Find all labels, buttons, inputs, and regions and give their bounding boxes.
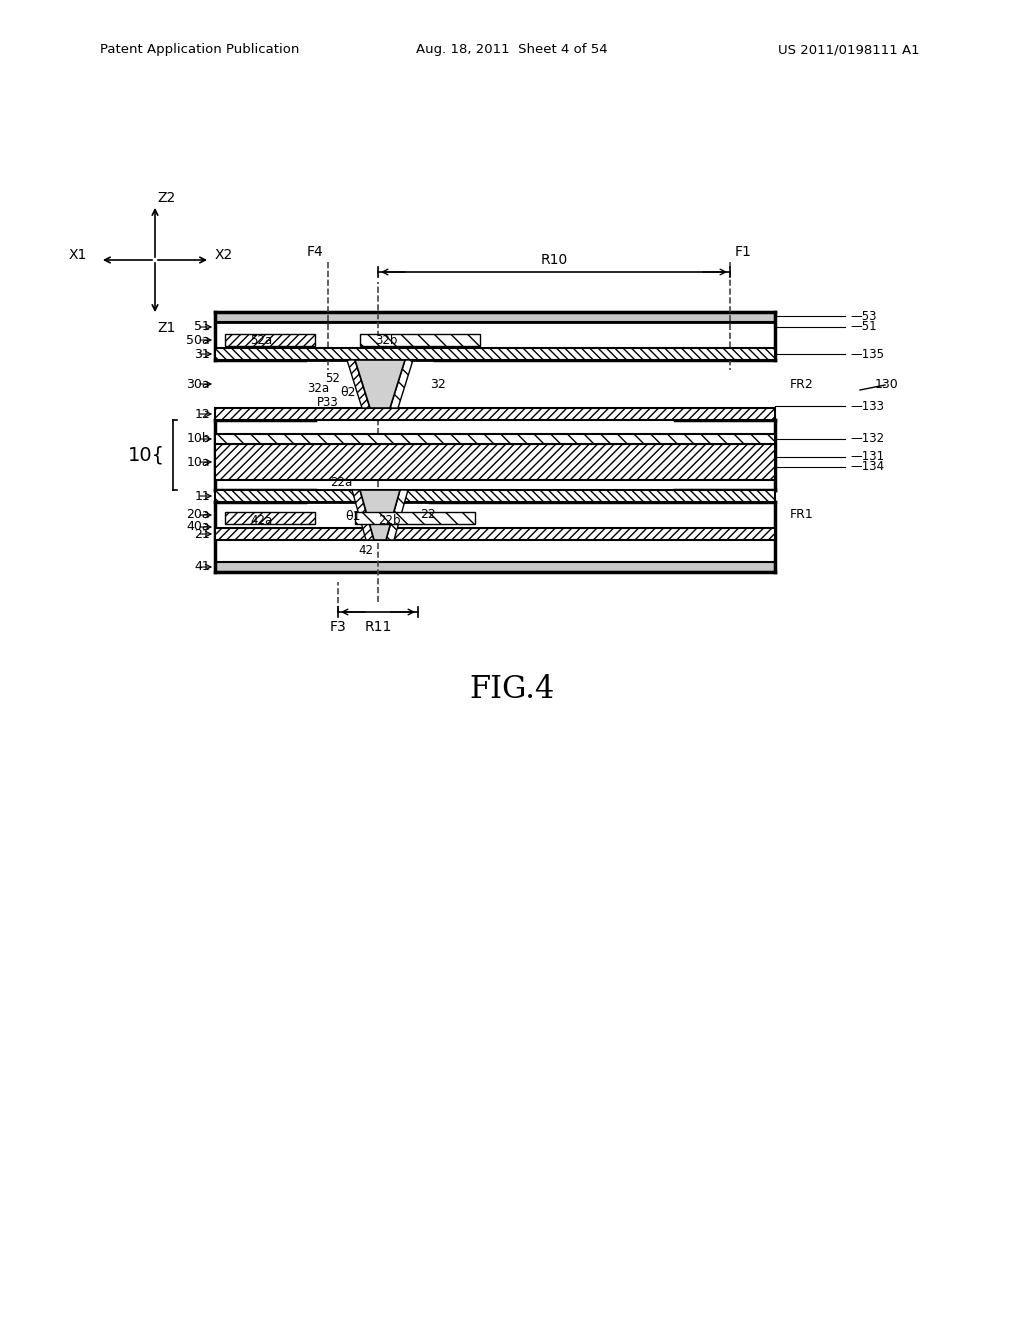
Bar xyxy=(355,512,475,524)
Bar xyxy=(360,334,480,346)
Bar xyxy=(215,312,775,322)
Text: 52a: 52a xyxy=(250,334,272,346)
Text: Z2: Z2 xyxy=(157,191,175,205)
Polygon shape xyxy=(347,360,370,408)
Text: R10: R10 xyxy=(541,253,567,267)
Text: 10a: 10a xyxy=(186,455,210,469)
Text: 22: 22 xyxy=(420,508,436,521)
Bar xyxy=(215,490,775,502)
Text: 40a: 40a xyxy=(186,520,210,533)
Text: 51: 51 xyxy=(195,321,210,334)
Text: US 2011/0198111 A1: US 2011/0198111 A1 xyxy=(778,44,920,57)
Text: Aug. 18, 2011  Sheet 4 of 54: Aug. 18, 2011 Sheet 4 of 54 xyxy=(416,44,608,57)
Text: θ2: θ2 xyxy=(340,387,355,400)
Bar xyxy=(215,434,775,444)
Text: 42a: 42a xyxy=(250,513,272,527)
Text: FIG.4: FIG.4 xyxy=(469,675,555,705)
Text: 21: 21 xyxy=(195,528,210,540)
Text: F1: F1 xyxy=(735,246,752,259)
Bar xyxy=(215,348,775,360)
Text: 10{: 10{ xyxy=(128,446,165,465)
Text: 32: 32 xyxy=(430,378,445,391)
Text: P33: P33 xyxy=(317,396,339,409)
Polygon shape xyxy=(390,360,413,408)
Text: —133: —133 xyxy=(850,400,884,412)
Text: F4: F4 xyxy=(306,246,323,259)
Text: 32b: 32b xyxy=(375,334,397,346)
Text: X2: X2 xyxy=(215,248,233,261)
Text: —134: —134 xyxy=(850,461,884,474)
Text: θ1: θ1 xyxy=(345,510,360,523)
Bar xyxy=(215,562,775,572)
Text: —53: —53 xyxy=(850,309,877,322)
Bar xyxy=(225,512,315,524)
Text: 20a: 20a xyxy=(186,508,210,521)
Text: Z1: Z1 xyxy=(157,321,175,335)
Text: 30a: 30a xyxy=(186,378,210,391)
Text: 10b: 10b xyxy=(186,433,210,446)
Text: 11: 11 xyxy=(195,490,210,503)
Text: X1: X1 xyxy=(69,248,87,261)
Text: 50a: 50a xyxy=(186,334,210,346)
Text: 32a: 32a xyxy=(307,381,329,395)
Text: 41: 41 xyxy=(195,561,210,573)
Text: 31: 31 xyxy=(195,347,210,360)
Bar xyxy=(215,408,775,420)
Bar xyxy=(225,334,315,346)
Bar xyxy=(215,322,775,360)
Text: —131: —131 xyxy=(850,450,884,463)
Text: FR2: FR2 xyxy=(790,378,814,391)
Text: F3: F3 xyxy=(330,620,346,634)
Text: Patent Application Publication: Patent Application Publication xyxy=(100,44,299,57)
Polygon shape xyxy=(352,490,374,540)
Bar xyxy=(215,312,775,572)
Polygon shape xyxy=(355,360,406,408)
Bar xyxy=(215,444,775,480)
Bar xyxy=(215,502,775,562)
Polygon shape xyxy=(386,490,408,540)
Text: 52: 52 xyxy=(325,371,340,384)
Text: —135: —135 xyxy=(850,347,884,360)
Text: FR1: FR1 xyxy=(790,508,814,521)
Text: 12: 12 xyxy=(195,408,210,421)
Text: 130: 130 xyxy=(874,379,899,392)
Text: —132: —132 xyxy=(850,433,884,446)
Text: —51: —51 xyxy=(850,321,877,334)
Text: 42: 42 xyxy=(358,544,373,557)
Polygon shape xyxy=(360,490,400,540)
Bar xyxy=(215,528,775,540)
Text: 22a: 22a xyxy=(330,475,352,488)
Text: R11: R11 xyxy=(365,620,392,634)
Text: 22b: 22b xyxy=(378,513,400,527)
